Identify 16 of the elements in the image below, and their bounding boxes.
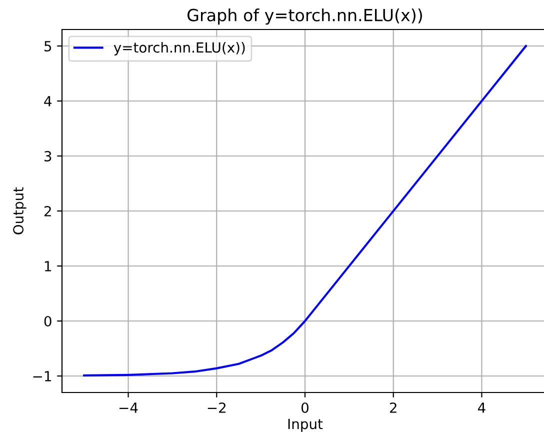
y-tick-label: 2 <box>44 206 51 216</box>
x-tick-label: 4 <box>478 402 486 413</box>
y-tick-label: 3 <box>44 150 52 162</box>
y-tick-label: 4 <box>44 96 52 106</box>
legend-label: y=torch.nn.ELU(x)) <box>114 42 245 56</box>
x-tick-label: 2 <box>390 402 396 413</box>
y-tick-label: 5 <box>44 41 52 52</box>
y-tick-label: −1 <box>33 371 51 382</box>
y-axis-title: Output <box>13 187 26 234</box>
chart-title: Graph of y=torch.nn.ELU(x)) <box>188 8 422 25</box>
x-tick-label: −4 <box>120 402 138 413</box>
x-tick-label: 0 <box>301 402 308 413</box>
y-tick-label: 1 <box>44 261 51 272</box>
y-tick-label: 0 <box>44 316 52 326</box>
x-tick-label: −2 <box>208 402 226 413</box>
x-axis-title: Input <box>288 418 323 432</box>
